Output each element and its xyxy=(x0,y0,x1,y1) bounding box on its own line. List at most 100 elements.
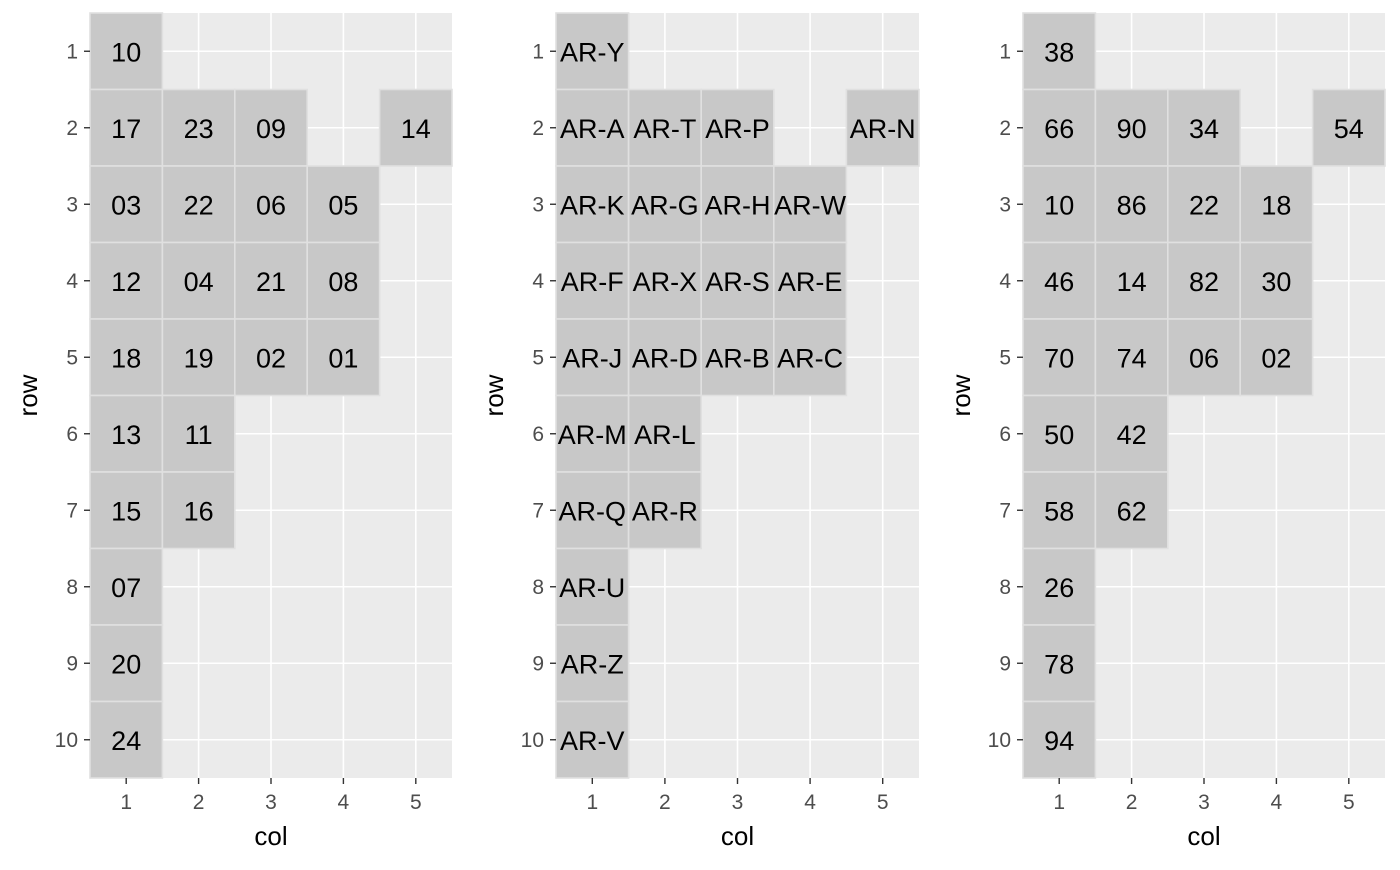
tile-label: 38 xyxy=(1044,37,1074,67)
tile-label: 42 xyxy=(1117,420,1147,450)
tile-label: 02 xyxy=(1261,343,1291,373)
tile xyxy=(555,394,630,473)
tile-label: 12 xyxy=(111,267,141,297)
tile-label: 07 xyxy=(111,573,141,603)
tile xyxy=(700,88,775,167)
y-tick-label: 1 xyxy=(66,40,78,63)
tile-label: 06 xyxy=(1189,343,1219,373)
tile-label: 13 xyxy=(111,420,141,450)
y-tick-label: 10 xyxy=(988,729,1011,752)
tile-label: 62 xyxy=(1117,496,1147,526)
y-tick-label: 2 xyxy=(999,117,1011,140)
tile xyxy=(627,394,702,473)
tile-label: 23 xyxy=(184,114,214,144)
x-tick-label: 3 xyxy=(1198,791,1210,814)
tile xyxy=(1167,165,1242,244)
tile-label: 54 xyxy=(1334,114,1364,144)
y-tick-label: 8 xyxy=(532,576,544,599)
tile-label: AR-Z xyxy=(561,649,624,679)
y-tick-label: 4 xyxy=(999,270,1011,293)
tile xyxy=(1022,394,1097,473)
tile-label: 09 xyxy=(256,114,286,144)
tile-label: AR-A xyxy=(560,114,625,144)
tile xyxy=(89,88,164,167)
tile xyxy=(89,700,164,779)
x-tick-label: 5 xyxy=(410,791,422,814)
y-tick-label: 3 xyxy=(532,193,544,216)
tile xyxy=(845,88,920,167)
tile-label: AR-B xyxy=(705,343,770,373)
y-tick-label: 1 xyxy=(999,40,1011,63)
y-tick-label: 9 xyxy=(66,652,78,675)
tile xyxy=(89,12,164,91)
y-tick-label: 8 xyxy=(999,576,1011,599)
y-tick-label: 9 xyxy=(999,652,1011,675)
y-tick-label: 2 xyxy=(66,117,78,140)
tile-label: AR-M xyxy=(558,420,627,450)
tile-label: 58 xyxy=(1044,496,1074,526)
tile-label: 10 xyxy=(1044,190,1074,220)
tile xyxy=(234,165,309,244)
y-tick-label: 7 xyxy=(66,499,78,522)
x-tick-label: 4 xyxy=(1271,791,1283,814)
tile-label: AR-C xyxy=(777,343,843,373)
tile-label: 22 xyxy=(1189,190,1219,220)
tile xyxy=(161,471,236,550)
tile-label: 18 xyxy=(111,343,141,373)
x-axis-title: col xyxy=(721,821,754,851)
tile xyxy=(627,88,702,167)
tile-label: AR-L xyxy=(634,420,696,450)
x-tick-label: 2 xyxy=(659,791,671,814)
tile-label: AR-E xyxy=(778,267,843,297)
tile-label: 14 xyxy=(401,114,431,144)
tile xyxy=(1022,700,1097,779)
tile-label: 04 xyxy=(184,267,214,297)
tile xyxy=(772,318,848,397)
y-tick-label: 7 xyxy=(999,499,1011,522)
tile-label: AR-V xyxy=(560,726,625,756)
x-tick-label: 2 xyxy=(1126,791,1138,814)
tile-label: 21 xyxy=(256,267,286,297)
tile xyxy=(627,471,702,550)
x-tick-label: 3 xyxy=(265,791,277,814)
y-tick-label: 6 xyxy=(532,423,544,446)
tile-label: 24 xyxy=(111,726,141,756)
tile xyxy=(700,241,775,320)
tile xyxy=(1167,318,1242,397)
tile xyxy=(1239,241,1314,320)
tile-label: 02 xyxy=(256,343,286,373)
tile-label: AR-K xyxy=(560,190,625,220)
tile-label: 06 xyxy=(256,190,286,220)
tile-label: AR-D xyxy=(632,343,698,373)
x-tick-label: 5 xyxy=(1343,791,1355,814)
tile xyxy=(1311,88,1386,167)
x-tick-label: 1 xyxy=(1053,791,1065,814)
tile-label: 46 xyxy=(1044,267,1074,297)
tile-label: AR-R xyxy=(632,496,698,526)
y-tick-label: 8 xyxy=(66,576,78,599)
tile xyxy=(555,88,630,167)
tile-label: 01 xyxy=(328,343,358,373)
tile-label: 05 xyxy=(328,190,358,220)
tile xyxy=(89,318,164,397)
tile-label: 19 xyxy=(184,343,214,373)
tile xyxy=(700,165,775,244)
y-tick-label: 4 xyxy=(66,270,78,293)
y-tick-label: 7 xyxy=(532,499,544,522)
tile xyxy=(1022,547,1097,626)
tile-label: 78 xyxy=(1044,649,1074,679)
tile xyxy=(234,241,309,320)
tile-label: AR-J xyxy=(562,343,622,373)
y-tick-label: 3 xyxy=(999,193,1011,216)
tile-label: AR-G xyxy=(631,190,699,220)
tile xyxy=(89,624,164,703)
y-tick-label: 2 xyxy=(532,117,544,140)
tile-label: 74 xyxy=(1117,343,1147,373)
tile-label: 03 xyxy=(111,190,141,220)
tile xyxy=(1094,394,1169,473)
tile xyxy=(772,165,848,244)
x-tick-label: 2 xyxy=(193,791,205,814)
